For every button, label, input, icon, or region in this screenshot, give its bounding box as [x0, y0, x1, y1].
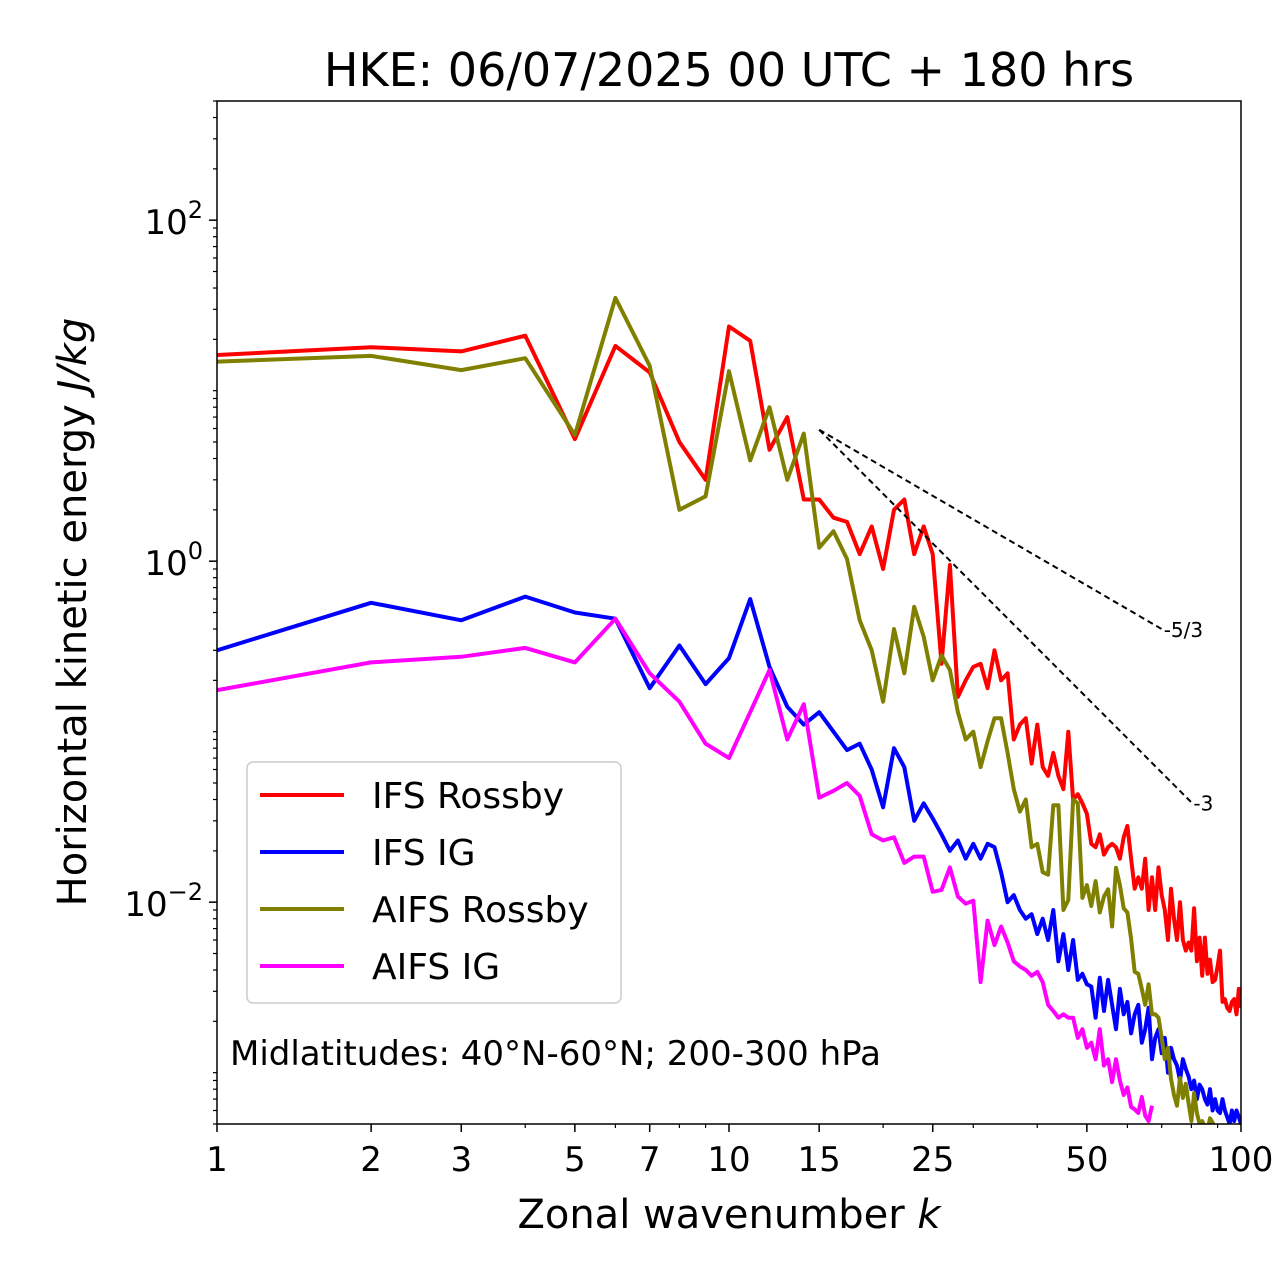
- region-annotation: Midlatitudes: 40°N-60°N; 200-300 hPa: [230, 1034, 881, 1074]
- y-tick-label: 102: [144, 196, 203, 243]
- slope-line-0: [818, 428, 1163, 630]
- x-axis-label-text: Zonal wavenumber: [517, 1192, 905, 1238]
- legend-label: IFS Rossby: [372, 776, 564, 817]
- x-tick-label: 5: [564, 1140, 586, 1180]
- x-axis: 1 2 3 5 7 10 15 25 50 100: [206, 1124, 1273, 1180]
- legend-label: IFS IG: [372, 833, 476, 874]
- x-tick-label: 15: [798, 1140, 841, 1180]
- x-tick-label: 3: [450, 1140, 472, 1180]
- series-line-aifs-rossby: [217, 295, 1224, 1124]
- slope-line-1: [818, 429, 1193, 804]
- legend-label: AIFS IG: [372, 947, 500, 988]
- y-tick-label: 100: [144, 537, 203, 584]
- series-line-ifs-ig: [217, 594, 1241, 1124]
- x-tick-label: 2: [360, 1140, 382, 1180]
- y-axis: 10−2 100 102: [124, 100, 217, 1125]
- legend-label: AIFS Rossby: [372, 890, 589, 931]
- x-axis-label-symbol: k: [917, 1192, 942, 1238]
- x-axis-label: Zonal wavenumber k: [517, 1192, 942, 1238]
- x-tick-label: 7: [639, 1140, 661, 1180]
- chart-title: HKE: 06/07/2025 00 UTC + 180 hrs: [324, 43, 1134, 97]
- slope-label-0: -5/3: [1164, 618, 1203, 642]
- series-line-aifs-ig: [217, 616, 1154, 1124]
- series-line-ifs-rossby: [217, 324, 1241, 1017]
- y-tick-label: 10−2: [124, 878, 203, 925]
- slope-label-1: -3: [1193, 791, 1213, 815]
- x-tick-label: 10: [707, 1140, 750, 1180]
- x-tick-label: 25: [911, 1140, 954, 1180]
- x-tick-label: 50: [1065, 1140, 1108, 1180]
- y-axis-label-text: Horizontal kinetic energy: [50, 404, 96, 906]
- reference-slopes: -5/3 -3: [818, 428, 1213, 815]
- x-tick-label: 100: [1209, 1140, 1274, 1180]
- legend: IFS Rossby IFS IG AIFS Rossby AIFS IG: [246, 761, 622, 1004]
- y-axis-label: Horizontal kinetic energy J/kg: [50, 318, 96, 907]
- y-axis-label-units: J/kg: [50, 318, 96, 399]
- series-layer: [217, 295, 1241, 1124]
- x-tick-label: 1: [206, 1140, 228, 1180]
- legend-box: [246, 761, 622, 1004]
